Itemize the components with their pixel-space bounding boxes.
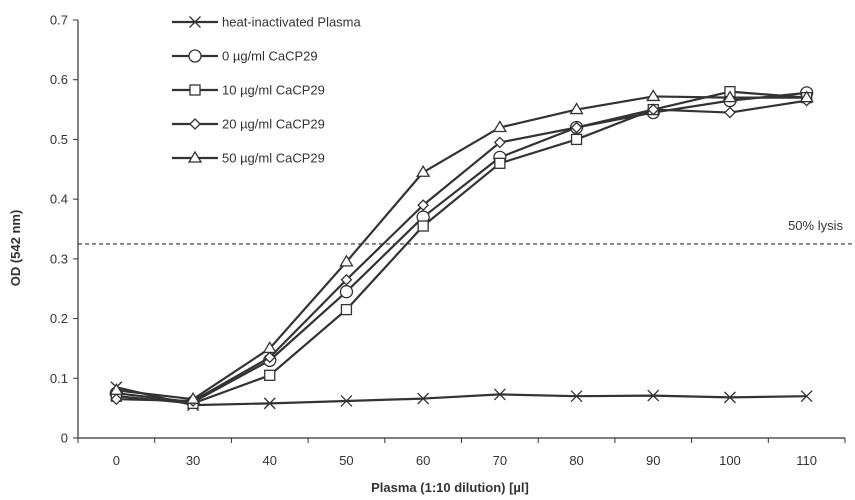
y-tick-label: 0.5 bbox=[50, 132, 68, 147]
y-axis-title: OD (542 nm) bbox=[8, 210, 23, 287]
marker-square bbox=[494, 157, 506, 169]
marker-x bbox=[263, 397, 276, 410]
marker-diamond bbox=[647, 103, 660, 116]
y-tick-label: 0.7 bbox=[50, 13, 68, 28]
marker-square bbox=[570, 133, 583, 146]
marker-diamond bbox=[570, 121, 583, 134]
marker-triangle bbox=[646, 89, 661, 102]
legend-label: heat-inactivated Plasma bbox=[222, 15, 362, 30]
x-tick-label: 60 bbox=[416, 453, 430, 468]
marker-x bbox=[493, 388, 506, 401]
marker-circle bbox=[339, 285, 354, 299]
y-tick-label: 0 bbox=[61, 431, 68, 446]
legend: heat-inactivated Plasma 0 µg/ml CaCP29 10 … bbox=[172, 15, 362, 166]
y-tick-label: 0.3 bbox=[50, 251, 68, 266]
marker-x bbox=[647, 389, 660, 402]
marker-triangle bbox=[722, 90, 738, 103]
legend-label: 0 µg/ml CaCP29 bbox=[222, 49, 318, 64]
y-tick-label: 0.6 bbox=[50, 72, 68, 87]
series-line bbox=[116, 99, 807, 403]
marker-triangle bbox=[187, 150, 203, 163]
x-axis-title: Plasma (1:10 dilution) [µl] bbox=[371, 480, 529, 495]
marker-x bbox=[800, 390, 813, 403]
marker-diamond bbox=[724, 106, 736, 119]
marker-square bbox=[340, 303, 353, 316]
series-group bbox=[109, 86, 814, 412]
lysis-threshold-label: 50% lysis bbox=[788, 218, 843, 233]
marker-x bbox=[340, 395, 353, 407]
legend-item: 0 µg/ml CaCP29 bbox=[172, 49, 318, 64]
marker-triangle bbox=[492, 120, 507, 133]
legend-label: 10 µg/ml CaCP29 bbox=[222, 83, 325, 98]
x-tick-label: 70 bbox=[493, 453, 507, 468]
marker-diamond bbox=[110, 393, 123, 406]
series-0 bbox=[110, 381, 813, 412]
x-tick-label: 50 bbox=[339, 453, 353, 468]
marker-triangle bbox=[185, 391, 201, 404]
marker-square bbox=[189, 84, 201, 96]
marker-diamond bbox=[189, 118, 201, 130]
series-2 bbox=[110, 86, 813, 410]
y-tick-label: 0.2 bbox=[50, 311, 68, 326]
marker-triangle bbox=[569, 102, 584, 115]
x-tick-label: 110 bbox=[796, 453, 817, 468]
marker-diamond bbox=[417, 199, 430, 212]
marker-diamond bbox=[263, 351, 276, 364]
marker-triangle bbox=[339, 254, 354, 267]
series-3 bbox=[110, 94, 813, 407]
series-1 bbox=[109, 86, 814, 409]
marker-circle bbox=[188, 49, 202, 63]
x-tick-label: 100 bbox=[719, 453, 741, 468]
axes: 0 0.1 0.2 0.3 0.4 0.5 0.6 0.7 0 30 40 50 60 70 80 90 100… bbox=[50, 13, 846, 468]
legend-item: 20 µg/ml CaCP29 bbox=[172, 117, 325, 132]
marker-triangle bbox=[416, 165, 431, 177]
x-tick-label: 90 bbox=[646, 453, 660, 468]
legend-item: 50 µg/ml CaCP29 bbox=[172, 151, 325, 166]
marker-square bbox=[264, 369, 276, 381]
marker-square bbox=[417, 220, 429, 232]
legend-item: 10 µg/ml CaCP29 bbox=[172, 83, 325, 98]
marker-x bbox=[417, 392, 430, 405]
series-4 bbox=[109, 89, 814, 404]
marker-diamond bbox=[493, 136, 506, 149]
series-line bbox=[116, 386, 807, 407]
marker-triangle bbox=[109, 382, 124, 395]
x-tick-label: 0 bbox=[113, 453, 120, 468]
y-tick-label: 0.1 bbox=[50, 371, 68, 386]
marker-x bbox=[723, 391, 736, 404]
legend-item: heat-inactivated Plasma bbox=[172, 15, 362, 30]
x-tick-label: 30 bbox=[186, 453, 200, 468]
marker-x bbox=[570, 390, 583, 403]
series-line bbox=[116, 91, 807, 404]
legend-label: 50 µg/ml CaCP29 bbox=[222, 151, 325, 166]
legend-label: 20 µg/ml CaCP29 bbox=[222, 117, 325, 132]
annotations: 50% lysis bbox=[78, 218, 853, 245]
series-line bbox=[116, 90, 807, 405]
marker-triangle bbox=[262, 341, 277, 354]
marker-x bbox=[189, 16, 201, 28]
marker-diamond bbox=[340, 273, 353, 286]
marker-triangle bbox=[799, 90, 814, 103]
y-tick-label: 0.4 bbox=[50, 192, 68, 207]
x-tick-label: 40 bbox=[263, 453, 277, 468]
x-tick-label: 80 bbox=[569, 453, 583, 468]
series-line bbox=[116, 95, 807, 401]
